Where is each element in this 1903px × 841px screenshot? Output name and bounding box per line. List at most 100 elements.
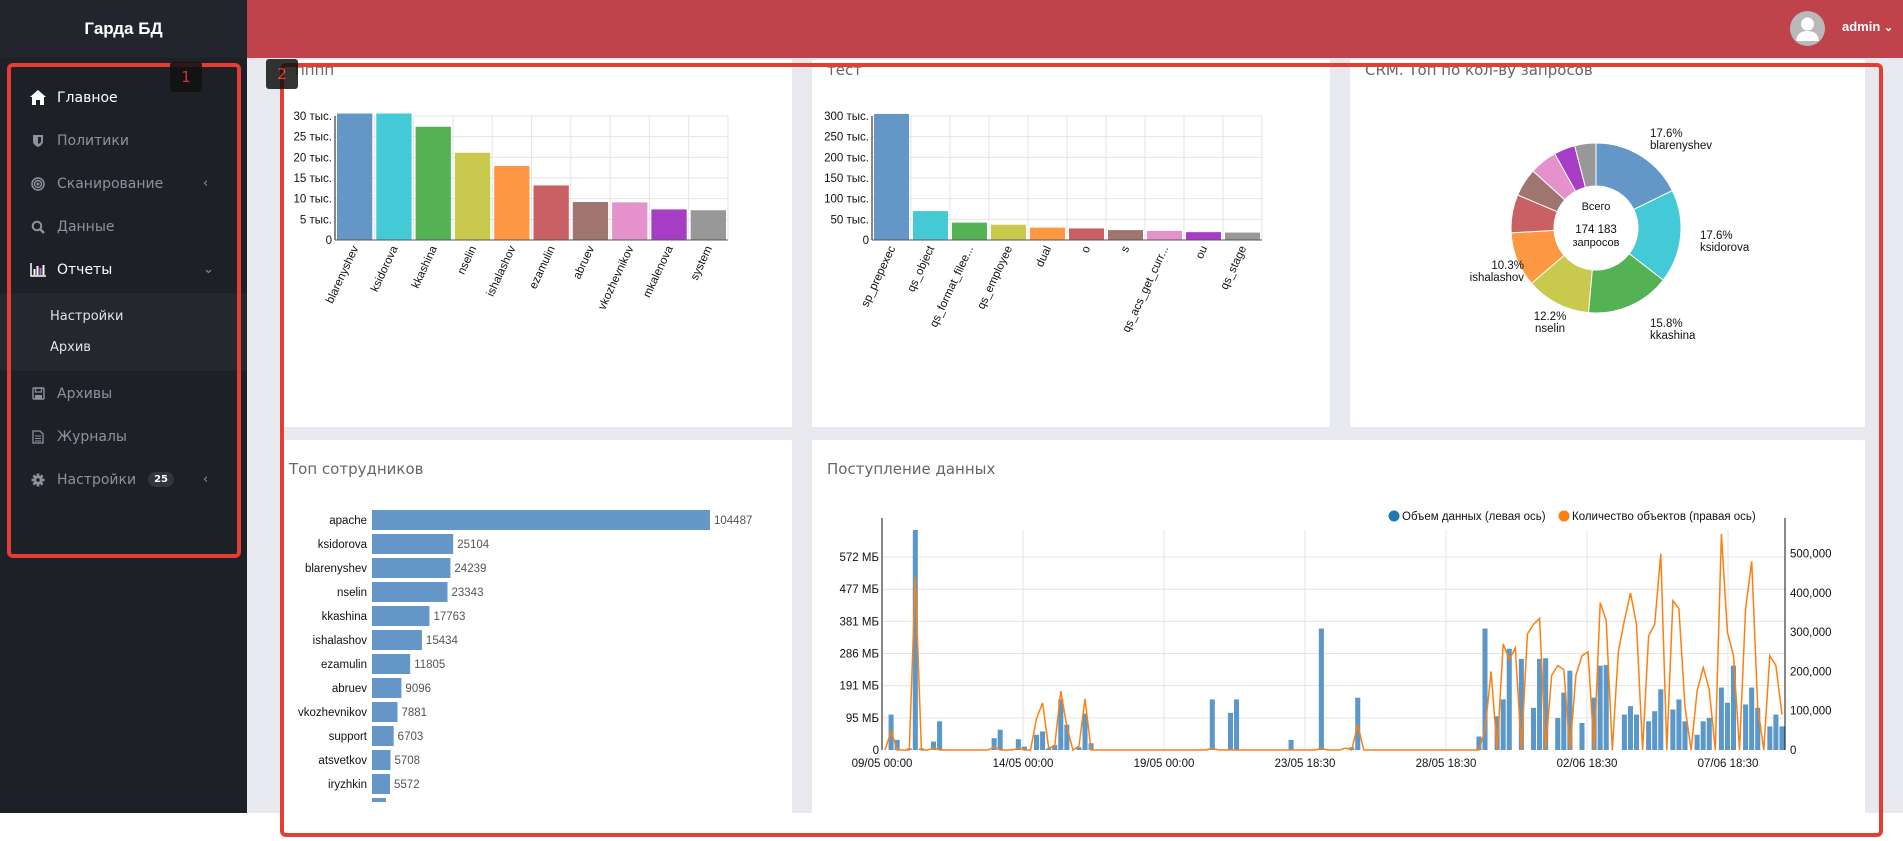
sidebar-item-archives[interactable]: Архивы bbox=[0, 372, 247, 415]
bar bbox=[372, 534, 454, 554]
volume-bar bbox=[1633, 714, 1640, 750]
volume-bar bbox=[1052, 744, 1058, 750]
volume-bar bbox=[894, 739, 900, 750]
volume-bar bbox=[1530, 707, 1537, 750]
bar-value-label: 5708 bbox=[394, 755, 420, 767]
bar bbox=[572, 201, 609, 240]
volume-bar bbox=[1621, 714, 1627, 750]
volume-bar bbox=[937, 721, 943, 750]
bar-category-label: iryzhkin bbox=[328, 779, 367, 791]
sidebar-item-label: Настройки bbox=[57, 471, 137, 488]
sidebar-item-settings[interactable]: Настройки 25 ‹ bbox=[0, 458, 247, 501]
sidebar-item-label: Архивы bbox=[57, 385, 113, 402]
x-tick-label: abruev bbox=[571, 244, 597, 281]
sidebar-item-label: Данные bbox=[57, 218, 115, 235]
volume-bar bbox=[1718, 687, 1724, 750]
horizontal-bar-chart: apache 104487 ksidorova 25104 blarenyshev 242… bbox=[298, 510, 752, 802]
bar bbox=[1030, 227, 1065, 240]
sidebar-item-label: Журналы bbox=[57, 428, 127, 445]
sidebar-item-label: Главное bbox=[57, 89, 118, 106]
bar bbox=[1186, 232, 1221, 240]
legend-volume[interactable]: Объем данных (левая ось) bbox=[1402, 511, 1546, 523]
sidebar-item-scanning[interactable]: Сканирование ‹ bbox=[0, 162, 247, 205]
donut-chart: 17.6%blarenyshev17.6%ksidorova15.8%kkash… bbox=[1470, 128, 1750, 342]
reports-submenu: Настройки Архив bbox=[0, 293, 247, 371]
bar bbox=[690, 210, 726, 240]
user-menu[interactable]: admin ⌄ bbox=[1842, 19, 1893, 34]
volume-bar bbox=[1082, 713, 1088, 750]
user-icon bbox=[1796, 17, 1819, 41]
sidebar-item-logs[interactable]: Журналы bbox=[0, 415, 247, 458]
bar-category-label: blarenyshev bbox=[305, 563, 367, 575]
bar bbox=[952, 222, 987, 240]
donut-center-unit: запросов bbox=[1573, 237, 1620, 249]
bar-chart-icon bbox=[30, 262, 46, 278]
volume-bar bbox=[1627, 706, 1633, 750]
panel-title: Поступление данных bbox=[827, 460, 996, 478]
bar-chart-1: 0 5 тыс. 10 тыс. 15 тыс. 20 тыс. 25 тыс. 30 ты… bbox=[294, 111, 729, 312]
y-tick-label: 25 тыс. bbox=[294, 132, 332, 144]
sidebar-item-main[interactable]: Главное bbox=[0, 76, 247, 119]
top-header bbox=[247, 0, 1903, 58]
volume-bar bbox=[991, 738, 997, 750]
volume-bar bbox=[1579, 723, 1585, 750]
volume-bar bbox=[1040, 731, 1046, 750]
app-logo[interactable]: Гарда БД bbox=[0, 0, 247, 58]
volume-bar bbox=[1015, 739, 1021, 750]
volume-bar bbox=[1494, 716, 1500, 750]
donut-slice bbox=[1574, 142, 1597, 188]
volume-bar bbox=[1543, 658, 1549, 750]
submenu-item-archive[interactable]: Архив bbox=[50, 340, 91, 355]
document-icon bbox=[30, 429, 46, 445]
volume-bar bbox=[1603, 664, 1609, 750]
count-line bbox=[884, 533, 1783, 752]
legend-count[interactable]: Количество объектов (правая ось) bbox=[1572, 511, 1756, 523]
shield-icon bbox=[30, 133, 46, 149]
x-tick-label: 07/06 18:30 bbox=[1698, 758, 1759, 770]
x-tick-label: 14/05 00:00 bbox=[993, 758, 1054, 770]
bar bbox=[494, 166, 530, 240]
volume-bar bbox=[997, 729, 1003, 750]
bar-category-label: atsvetkov bbox=[318, 755, 367, 767]
annotation-label-1: 1 bbox=[170, 62, 202, 92]
volume-bar bbox=[1773, 714, 1779, 750]
avatar[interactable] bbox=[1790, 11, 1825, 46]
volume-bar bbox=[1227, 712, 1234, 750]
bar bbox=[1225, 232, 1260, 240]
bar bbox=[1108, 230, 1143, 240]
x-tick-label: vkozhevnikov bbox=[596, 244, 636, 312]
sidebar-item-reports[interactable]: Отчеты ⌄ bbox=[0, 248, 247, 291]
volume-bar bbox=[1064, 724, 1070, 750]
bar bbox=[415, 126, 451, 240]
y-tick-label: 300 тыс. bbox=[824, 111, 869, 123]
volume-bar bbox=[1724, 702, 1730, 750]
volume-bar bbox=[1743, 704, 1749, 750]
bar-category-label: abruev bbox=[332, 683, 367, 695]
x-tick-label: blarenyshev bbox=[324, 244, 361, 305]
volume-bar bbox=[1046, 748, 1052, 750]
donut-center-value: 174 183 bbox=[1575, 224, 1617, 236]
bar-value-label: 25104 bbox=[457, 539, 490, 551]
panel-top-employees: Топ сотрудников apache 104487 ksidorova 251… bbox=[280, 440, 792, 813]
combo-chart: Объем данных (левая ось) Количество объе… bbox=[839, 510, 1832, 770]
y-tick-label: 5 тыс. bbox=[300, 214, 332, 226]
y-tick-label: 0 bbox=[863, 235, 869, 247]
sidebar-item-policies[interactable]: Политики bbox=[0, 119, 247, 162]
y-tick-label: 150 тыс. bbox=[824, 173, 869, 185]
slice-name: ishalashov bbox=[1470, 272, 1525, 284]
bar-value-label: 24239 bbox=[454, 563, 486, 575]
bar bbox=[372, 678, 402, 698]
y-tick-label: 20 тыс. bbox=[294, 152, 332, 164]
volume-bar bbox=[1288, 739, 1294, 750]
panel-donut-chart: CRM. Топ по кол-ву запросов 17.6% blareny… bbox=[1350, 60, 1865, 427]
x-tick-label: qs_employee bbox=[975, 244, 1015, 311]
bar-value-label: 6703 bbox=[398, 731, 424, 743]
volume-bar bbox=[1355, 697, 1361, 750]
submenu-item-settings[interactable]: Настройки bbox=[50, 309, 124, 324]
x-tick-label: sp_prepexec bbox=[860, 244, 899, 309]
volume-bar bbox=[1767, 726, 1773, 750]
sidebar-item-data[interactable]: Данные bbox=[0, 205, 247, 248]
y-tick-label: 0 bbox=[326, 235, 332, 247]
legend-dot-count bbox=[1558, 510, 1570, 522]
x-tick-label: qs_format_filee... bbox=[928, 244, 976, 329]
